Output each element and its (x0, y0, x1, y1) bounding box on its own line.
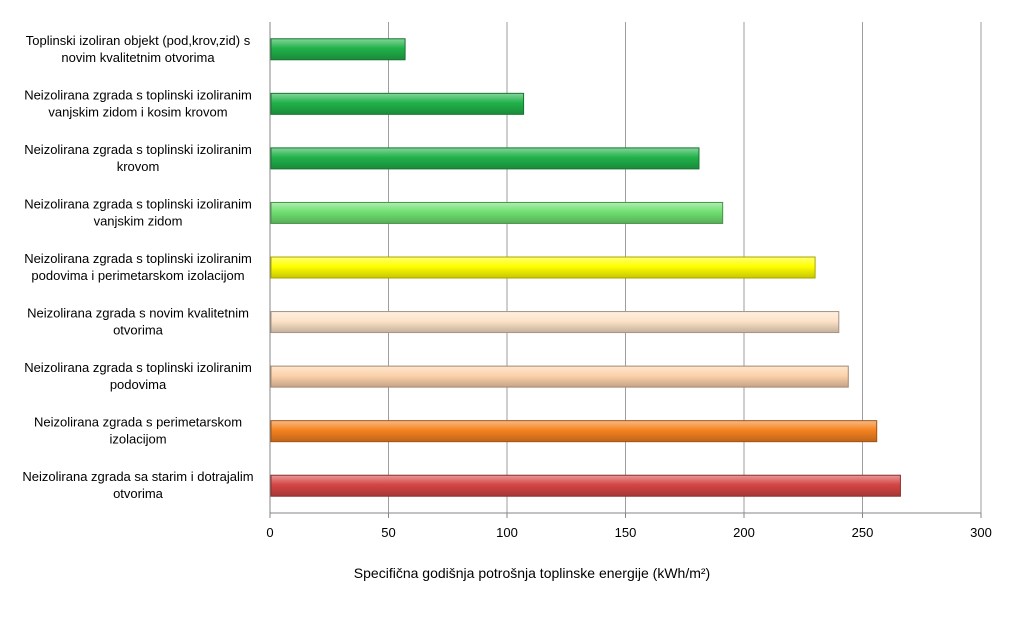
category-label: Neizolirana zgrada s toplinski izolirani… (24, 196, 252, 228)
x-tick-label: 0 (266, 525, 273, 540)
category-label: Neizolirana zgrada s perimetarskom izolac… (34, 415, 242, 447)
bar (270, 365, 849, 388)
bar (270, 474, 901, 497)
category-labels: Toplinski izoliran objekt (pod,krov,zid)… (22, 33, 253, 501)
bar (270, 147, 700, 170)
x-tick-label: 200 (733, 525, 755, 540)
x-tick-labels: 0 50 100 150 200 250 300 (266, 525, 991, 540)
category-label: Neizolirana zgrada sa starim i dotrajali… (22, 469, 253, 501)
bar (270, 201, 724, 224)
bar (270, 420, 878, 443)
category-label: Neizolirana zgrada s toplinski izolirani… (24, 87, 252, 119)
category-label: Toplinski izoliran objekt (pod,krov,zid)… (26, 33, 251, 65)
bar (270, 256, 816, 279)
category-label: Neizolirana zgrada s toplinski izolirani… (24, 142, 252, 174)
bar (270, 92, 525, 115)
x-tick-label: 50 (381, 525, 395, 540)
category-label: Neizolirana zgrada s toplinski izolirani… (24, 251, 252, 283)
bar (270, 38, 406, 61)
x-tick-label: 150 (615, 525, 637, 540)
bar (270, 311, 840, 334)
x-tick-label: 250 (852, 525, 874, 540)
x-axis-title: Specifična godišnja potrošnja toplinske … (354, 565, 710, 581)
category-label: Neizolirana zgrada s novim kvalitetnim ot… (27, 306, 249, 338)
x-tick-label: 100 (496, 525, 518, 540)
x-tick-label: 300 (970, 525, 992, 540)
category-label: Neizolirana zgrada s toplinski izolirani… (24, 360, 252, 392)
bars (270, 38, 901, 497)
